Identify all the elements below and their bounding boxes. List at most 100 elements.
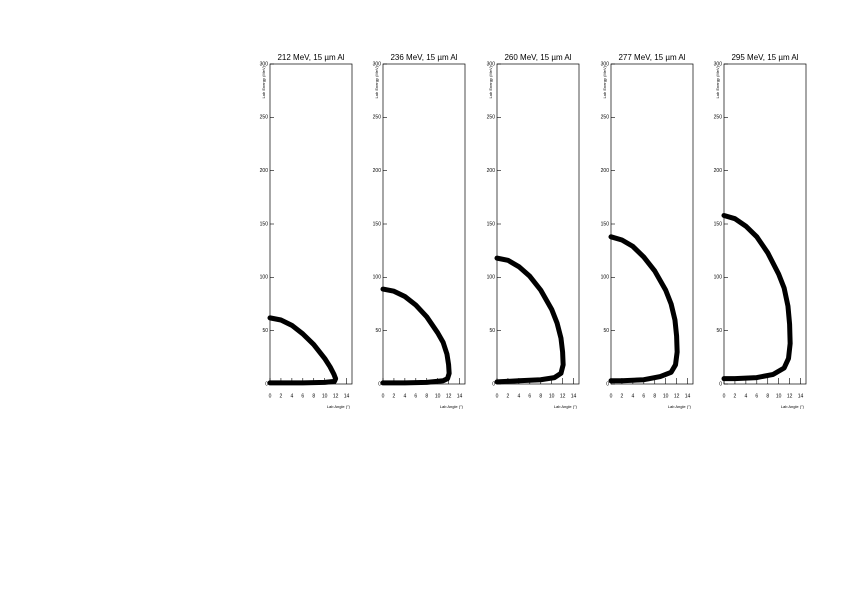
x-tick-label: 4: [517, 393, 520, 399]
x-tick-label: 4: [403, 393, 406, 399]
data-curve: [267, 315, 339, 386]
plot-frame: [496, 63, 580, 385]
y-tick-label: 100: [373, 275, 382, 281]
y-tick-label: 100: [487, 275, 496, 281]
plot-frame: [382, 63, 466, 385]
y-tick-label: 200: [373, 168, 382, 174]
x-tick-label: 12: [787, 393, 793, 399]
x-tick-label: 6: [414, 393, 417, 399]
x-axis-label: Lab Angle (°): [668, 404, 692, 409]
plot-frame: [610, 63, 694, 385]
x-tick-label: 8: [766, 393, 769, 399]
chart-title: 295 MeV, 15 µm Al: [731, 53, 798, 62]
x-tick-label: 2: [621, 393, 624, 399]
y-axis-label: Lab Energy (MeV): [602, 65, 607, 98]
x-tick-label: 0: [269, 393, 272, 399]
x-tick-label: 6: [301, 393, 304, 399]
x-tick-label: 4: [290, 393, 293, 399]
y-tick-label: 250: [373, 115, 382, 121]
y-tick-label: 50: [375, 328, 381, 334]
x-tick-label: 0: [382, 393, 385, 399]
x-tick-label: 8: [312, 393, 315, 399]
data-curve: [380, 286, 452, 386]
x-tick-label: 14: [457, 393, 463, 399]
y-tick-label: 50: [603, 328, 609, 334]
plot-frame: [269, 63, 353, 385]
x-tick-label: 8: [425, 393, 428, 399]
y-tick-label: 150: [714, 221, 723, 227]
x-tick-label: 0: [723, 393, 726, 399]
y-tick-label: 100: [601, 275, 610, 281]
x-tick-label: 10: [435, 393, 441, 399]
y-tick-label: 200: [714, 168, 723, 174]
x-tick-label: 10: [549, 393, 555, 399]
y-tick-label: 150: [260, 221, 269, 227]
y-tick-label: 0: [378, 381, 381, 387]
y-tick-label: 50: [489, 328, 495, 334]
x-tick-label: 2: [507, 393, 510, 399]
y-axis-label: Lab Energy (MeV): [715, 65, 720, 98]
y-tick-label: 0: [606, 381, 609, 387]
x-tick-label: 12: [674, 393, 680, 399]
plot-frame: [723, 63, 807, 385]
y-tick-label: 300: [373, 61, 382, 67]
x-tick-label: 2: [393, 393, 396, 399]
y-tick-label: 150: [373, 221, 382, 227]
y-tick-label: 0: [265, 381, 268, 387]
chart-title: 260 MeV, 15 µm Al: [504, 53, 571, 62]
y-tick-label: 250: [260, 115, 269, 121]
y-tick-label: 200: [601, 168, 610, 174]
x-tick-label: 8: [653, 393, 656, 399]
x-axis-label: Lab Angle (°): [554, 404, 578, 409]
y-tick-label: 200: [487, 168, 496, 174]
y-tick-label: 300: [260, 61, 269, 67]
y-tick-label: 100: [714, 275, 723, 281]
x-tick-label: 14: [798, 393, 804, 399]
x-tick-label: 12: [333, 393, 339, 399]
y-tick-label: 300: [601, 61, 610, 67]
x-axis-label: Lab Angle (°): [327, 404, 351, 409]
x-tick-label: 2: [280, 393, 283, 399]
y-tick-label: 250: [487, 115, 496, 121]
x-tick-label: 14: [344, 393, 350, 399]
x-tick-label: 12: [560, 393, 566, 399]
x-tick-label: 6: [528, 393, 531, 399]
x-tick-label: 12: [446, 393, 452, 399]
y-tick-label: 100: [260, 275, 269, 281]
y-tick-label: 300: [714, 61, 723, 67]
y-tick-label: 150: [601, 221, 610, 227]
y-axis-label: Lab Energy (MeV): [488, 65, 493, 98]
y-tick-label: 250: [601, 115, 610, 121]
data-curve: [721, 212, 793, 382]
x-tick-label: 14: [685, 393, 691, 399]
x-tick-label: 6: [642, 393, 645, 399]
data-curve: [608, 234, 680, 384]
x-tick-label: 4: [631, 393, 634, 399]
y-tick-label: 150: [487, 221, 496, 227]
x-tick-label: 10: [322, 393, 328, 399]
x-tick-label: 0: [610, 393, 613, 399]
y-axis-label: Lab Energy (MeV): [374, 65, 379, 98]
x-tick-label: 10: [663, 393, 669, 399]
x-tick-label: 8: [539, 393, 542, 399]
y-tick-label: 50: [716, 328, 722, 334]
chart-title: 212 MeV, 15 µm Al: [277, 53, 344, 62]
y-tick-label: 50: [262, 328, 268, 334]
y-tick-label: 250: [714, 115, 723, 121]
x-tick-label: 14: [571, 393, 577, 399]
y-tick-label: 300: [487, 61, 496, 67]
x-tick-label: 4: [744, 393, 747, 399]
x-tick-label: 2: [734, 393, 737, 399]
x-axis-label: Lab Angle (°): [440, 404, 464, 409]
x-tick-label: 10: [776, 393, 782, 399]
y-tick-label: 200: [260, 168, 269, 174]
data-curve: [494, 255, 566, 385]
x-tick-label: 0: [496, 393, 499, 399]
y-tick-label: 0: [492, 381, 495, 387]
chart-title: 277 MeV, 15 µm Al: [618, 53, 685, 62]
chart-title: 236 MeV, 15 µm Al: [390, 53, 457, 62]
y-tick-label: 0: [719, 381, 722, 387]
x-tick-label: 6: [755, 393, 758, 399]
y-axis-label: Lab Energy (MeV): [261, 65, 266, 98]
